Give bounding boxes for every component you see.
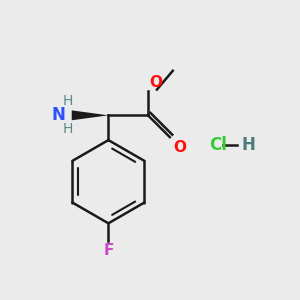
Text: H: H [241, 136, 255, 154]
Text: O: O [173, 140, 186, 155]
Text: H: H [63, 94, 73, 109]
Text: N: N [52, 106, 66, 124]
Polygon shape [72, 110, 108, 120]
Text: H: H [63, 122, 73, 136]
Text: O: O [149, 75, 162, 90]
Text: F: F [103, 243, 114, 258]
Text: Cl: Cl [209, 136, 227, 154]
